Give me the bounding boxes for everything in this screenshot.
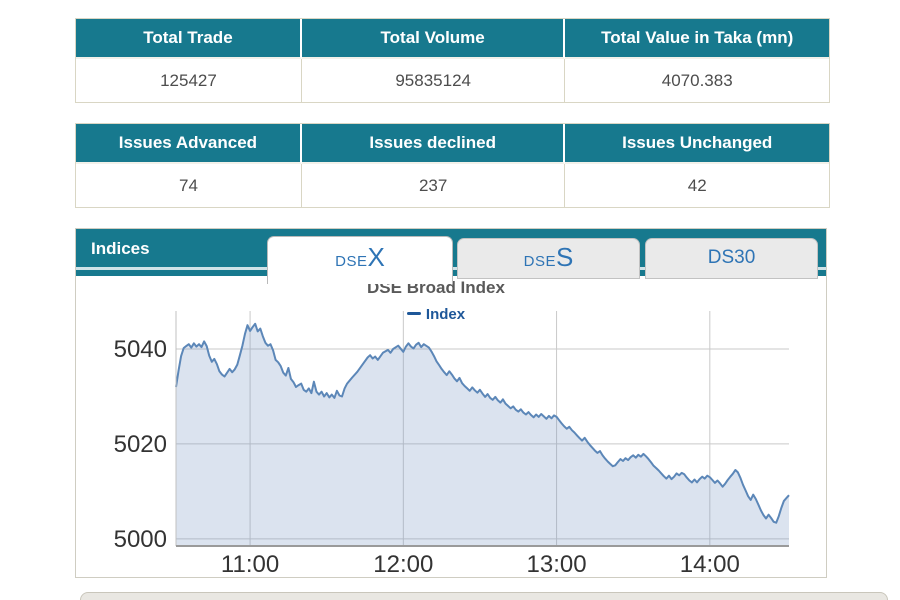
y-axis-label: 5040 bbox=[114, 336, 167, 363]
total-value-value: 4070.383 bbox=[565, 59, 829, 102]
issues-advanced-value: 74 bbox=[76, 164, 302, 207]
x-axis-label: 14:00 bbox=[680, 551, 740, 577]
issues-declined-header: Issues declined bbox=[301, 124, 566, 164]
tab-ds30-label: DS30 bbox=[707, 247, 756, 268]
tab-dsex[interactable]: DSEX bbox=[267, 236, 453, 284]
table-header-row: Total Trade Total Volume Total Value in … bbox=[76, 19, 829, 59]
indices-panel-title: Indices bbox=[91, 239, 150, 258]
indices-panel: 5000 5020 5040 11:00 12:00 13:00 14:00 Indices… bbox=[75, 228, 827, 578]
total-volume-value: 95835124 bbox=[301, 59, 566, 102]
issues-declined-value: 237 bbox=[301, 164, 566, 207]
issues-advanced-header: Issues Advanced bbox=[76, 124, 302, 164]
table-value-row: 125427 95835124 4070.383 bbox=[76, 59, 829, 102]
table-header-row: Issues Advanced Issues declined Issues U… bbox=[76, 124, 829, 164]
tab-dses-label-suffix: S bbox=[556, 242, 574, 272]
table-value-row: 74 237 42 bbox=[76, 164, 829, 207]
next-panel-header bbox=[80, 592, 888, 600]
issues-unchanged-value: 42 bbox=[565, 164, 829, 207]
index-area-chart: 5000 5020 5040 11:00 12:00 13:00 14:00 bbox=[114, 311, 790, 577]
legend-line-icon bbox=[406, 312, 421, 316]
y-axis-label: 5000 bbox=[114, 526, 167, 553]
tab-dsex-label-suffix: X bbox=[367, 242, 385, 272]
tab-dses-label-prefix: DSE bbox=[523, 253, 556, 270]
tab-dses[interactable]: DSES bbox=[457, 238, 640, 279]
total-trade-header: Total Trade bbox=[76, 19, 302, 59]
x-axis-label: 12:00 bbox=[373, 551, 433, 577]
index-series-area bbox=[176, 323, 789, 546]
x-axis-label: 11:00 bbox=[221, 551, 279, 577]
index-series-line bbox=[175, 322, 790, 524]
trade-summary-table: Total Trade Total Volume Total Value in … bbox=[75, 18, 830, 103]
total-volume-header: Total Volume bbox=[301, 19, 566, 59]
issues-summary-table: Issues Advanced Issues declined Issues U… bbox=[75, 123, 830, 208]
y-axis-label: 5020 bbox=[114, 431, 167, 458]
total-value-header: Total Value in Taka (mn) bbox=[565, 19, 829, 59]
chart-legend: Index bbox=[76, 306, 796, 323]
tab-dsex-label-prefix: DSE bbox=[335, 253, 368, 270]
tab-ds30[interactable]: DS30 bbox=[645, 238, 818, 279]
total-trade-value: 125427 bbox=[76, 59, 302, 102]
legend-item-index[interactable]: Index bbox=[425, 306, 466, 323]
x-axis-label: 13:00 bbox=[527, 551, 587, 577]
issues-unchanged-header: Issues Unchanged bbox=[565, 124, 829, 164]
